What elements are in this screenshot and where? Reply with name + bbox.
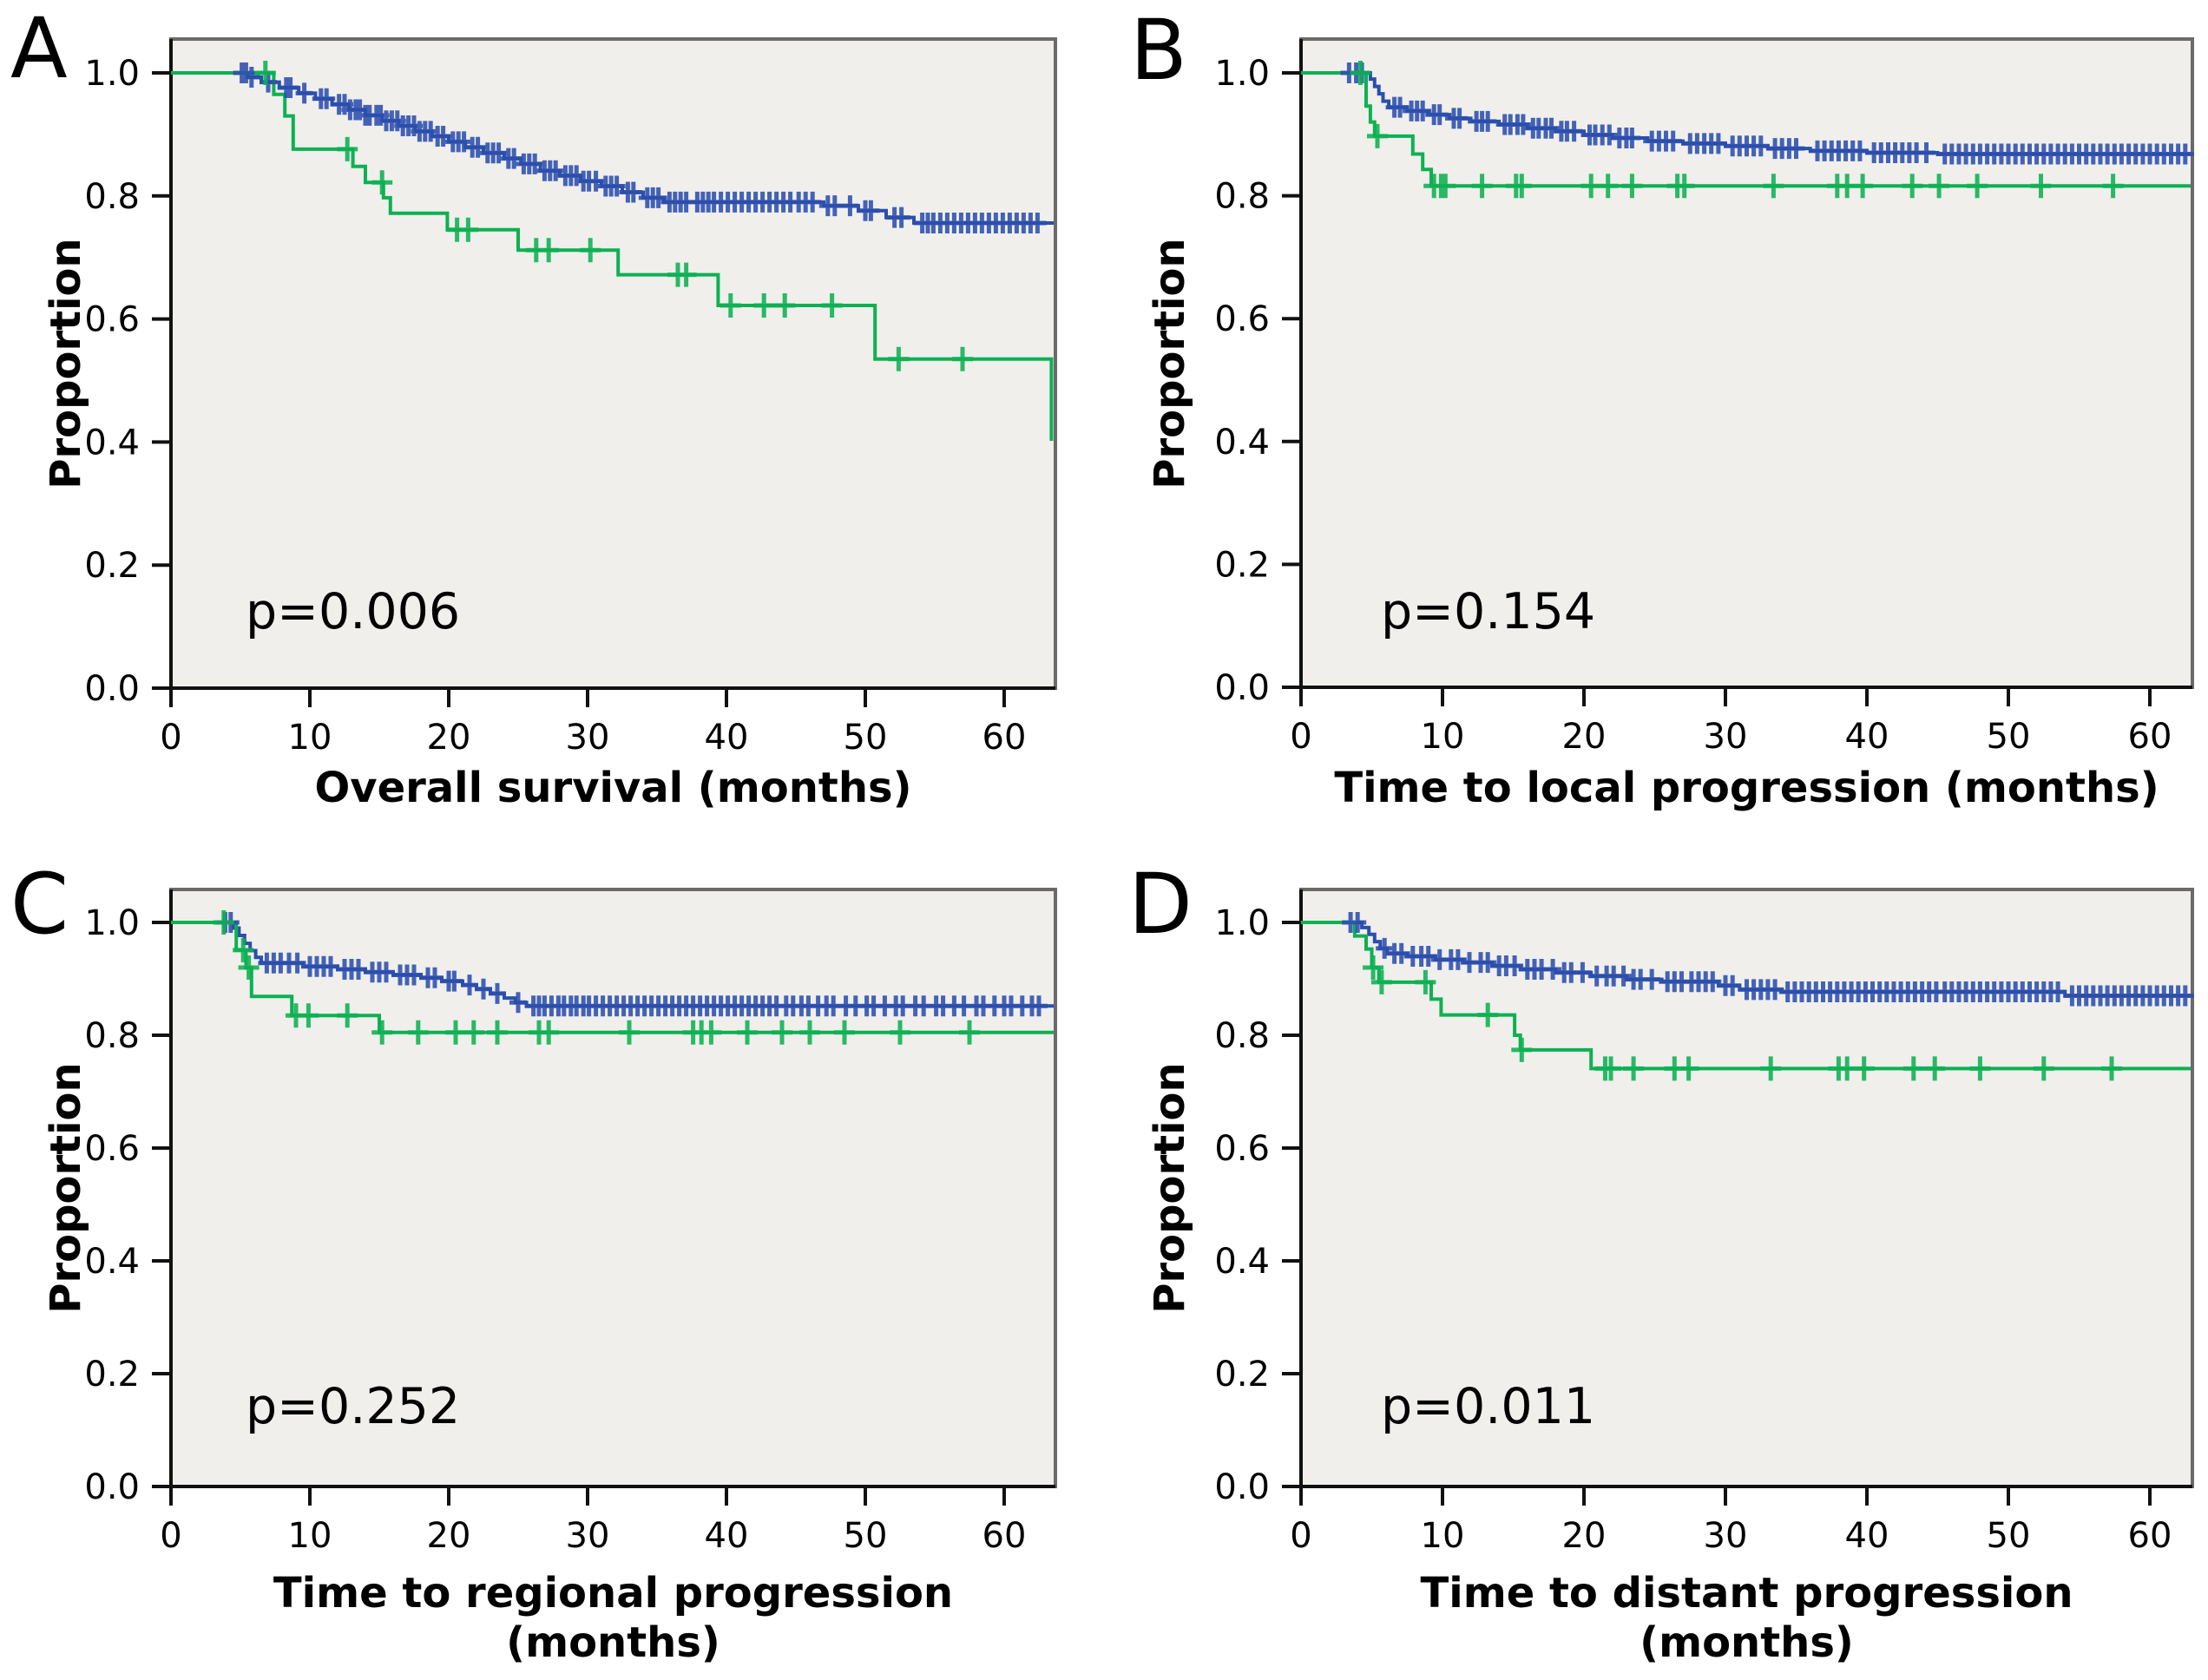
- x-axis-title-line2: (months): [506, 1618, 720, 1667]
- p-value-label: p=0.006: [246, 583, 461, 640]
- plot-area: [171, 39, 1055, 688]
- km-plot-local-progression: 0.0 0.2 0.4 0.6 0.8 1.0 0 10 20 30 40 50 60: [1214, 37, 2194, 757]
- x-tick-label: 40: [1845, 717, 1889, 757]
- km-curve-green: [171, 71, 1054, 441]
- x-tick-label: 40: [705, 1516, 749, 1556]
- y-tick-label: 0.0: [84, 1467, 140, 1507]
- x-axis-title: Time to regional progression (months): [171, 1569, 1055, 1667]
- x-tick-label: 10: [1421, 717, 1465, 757]
- panel-distant-progression: 0.0 0.2 0.4 0.6 0.8 1.0 0 10 20 30 40 50 60 D Propor…: [1104, 840, 2208, 1680]
- censor-marks-green: [1363, 955, 2122, 1081]
- x-axis-title-line2: (months): [1640, 1618, 1854, 1667]
- panel-local-progression: 0.0 0.2 0.4 0.6 0.8 1.0 0 10 20 30 40 50 60 B Propor…: [1104, 0, 2208, 840]
- km-plot-overall-survival: 0.0 0.2 0.4 0.6 0.8 1.0 0 10 20 30 40 50 60: [84, 37, 1057, 758]
- y-tick-label: 0.2: [84, 1355, 140, 1395]
- x-tick-label: 30: [1704, 1516, 1748, 1556]
- x-axis-title: Overall survival (months): [171, 764, 1055, 813]
- y-tick-label: 0.2: [84, 546, 140, 586]
- y-axis-title: Proportion: [42, 1062, 90, 1314]
- p-value-label: p=0.011: [1381, 1378, 1596, 1435]
- x-tick-label: 50: [1987, 717, 2031, 757]
- y-tick-label: 0.6: [1214, 1129, 1270, 1169]
- y-tick-label: 0.0: [1214, 668, 1270, 708]
- y-tick-label: 0.4: [84, 423, 140, 463]
- y-tick-label: 1.0: [84, 903, 140, 943]
- x-tick-label: 20: [427, 1516, 471, 1556]
- x-tick-label: 60: [982, 718, 1027, 758]
- censor-marks-green: [213, 910, 980, 1045]
- x-tick-label: 30: [566, 1516, 610, 1556]
- x-tick-label: 40: [705, 718, 749, 758]
- y-axis-title: Proportion: [1146, 1062, 1194, 1314]
- x-axis-title-line1: Time to distant progression: [1420, 1569, 2073, 1618]
- km-plot-regional-progression: 0.0 0.2 0.4 0.6 0.8 1.0 0 10 20 30 40 50 60: [84, 888, 1057, 1556]
- x-axis-title-line1: Time to local progression (months): [1334, 764, 2159, 812]
- plot-area: [171, 889, 1055, 1486]
- y-tick-label: 0.2: [1214, 1355, 1270, 1395]
- x-tick-label: 0: [160, 1516, 181, 1556]
- x-tick-label: 0: [160, 718, 181, 758]
- x-axis-title: Time to distant progression (months): [1301, 1569, 2192, 1667]
- y-tick-label: 1.0: [1214, 54, 1270, 94]
- y-tick-label: 0.8: [1214, 177, 1270, 217]
- panel-letter: D: [1128, 856, 1193, 953]
- y-axis-title: Proportion: [42, 238, 90, 489]
- panel-regional-progression: 0.0 0.2 0.4 0.6 0.8 1.0 0 10 20 30 40 50 60 C Propor…: [0, 840, 1104, 1680]
- x-tick-label: 10: [1421, 1516, 1465, 1556]
- y-tick-label: 0.0: [1214, 1467, 1270, 1507]
- x-tick-label: 10: [288, 1516, 332, 1556]
- y-tick-label: 0.8: [1214, 1016, 1270, 1056]
- y-axis-title: Proportion: [1146, 238, 1194, 489]
- censor-marks-blue: [233, 62, 1047, 233]
- x-tick-label: 50: [844, 1516, 888, 1556]
- x-tick-label: 20: [1562, 717, 1607, 757]
- censor-marks-green: [254, 61, 973, 371]
- x-axis-title: Time to local progression (months): [1301, 764, 2192, 813]
- x-tick-label: 60: [2128, 1516, 2172, 1556]
- x-tick-label: 40: [1845, 1516, 1889, 1556]
- panel-letter: C: [10, 856, 69, 953]
- panel-letter: B: [1130, 2, 1187, 99]
- x-tick-label: 20: [427, 718, 471, 758]
- y-tick-label: 1.0: [1214, 903, 1270, 943]
- x-tick-label: 50: [844, 718, 888, 758]
- x-tick-label: 30: [566, 718, 610, 758]
- km-curve-green: [171, 921, 1054, 1034]
- p-value-label: p=0.252: [246, 1378, 461, 1435]
- censor-marks-blue: [1342, 912, 2194, 1007]
- y-tick-label: 0.8: [84, 177, 140, 217]
- censor-marks-green: [1350, 61, 2124, 199]
- censor-marks-blue: [1340, 62, 2194, 165]
- y-tick-label: 1.0: [84, 54, 140, 94]
- panel-letter: A: [10, 0, 68, 97]
- x-tick-label: 10: [288, 718, 332, 758]
- y-tick-label: 0.4: [1214, 1242, 1270, 1282]
- y-tick-label: 0.6: [84, 1129, 140, 1169]
- panel-overall-survival: 0.0 0.2 0.4 0.6 0.8 1.0 0 10 20 30 40 50 60 A Propor…: [0, 0, 1104, 840]
- y-tick-label: 0.2: [1214, 545, 1270, 585]
- y-tick-label: 0.0: [84, 669, 140, 709]
- km-curve-green: [1301, 71, 2191, 188]
- x-tick-label: 20: [1562, 1516, 1607, 1556]
- x-tick-label: 50: [1987, 1516, 2031, 1556]
- p-value-label: p=0.154: [1381, 583, 1596, 640]
- y-tick-label: 0.6: [84, 300, 140, 340]
- x-tick-label: 0: [1290, 1516, 1311, 1556]
- y-tick-label: 0.8: [84, 1016, 140, 1056]
- y-tick-label: 0.4: [1214, 423, 1270, 463]
- km-plot-distant-progression: 0.0 0.2 0.4 0.6 0.8 1.0 0 10 20 30 40 50 60: [1214, 888, 2194, 1556]
- y-tick-label: 0.4: [84, 1242, 140, 1282]
- x-axis-title-line1: Overall survival (months): [314, 764, 912, 812]
- y-tick-label: 0.6: [1214, 299, 1270, 339]
- x-tick-label: 0: [1290, 717, 1311, 757]
- x-tick-label: 30: [1704, 717, 1748, 757]
- x-tick-label: 60: [982, 1516, 1027, 1556]
- x-tick-label: 60: [2128, 717, 2172, 757]
- x-axis-title-line1: Time to regional progression: [273, 1569, 954, 1618]
